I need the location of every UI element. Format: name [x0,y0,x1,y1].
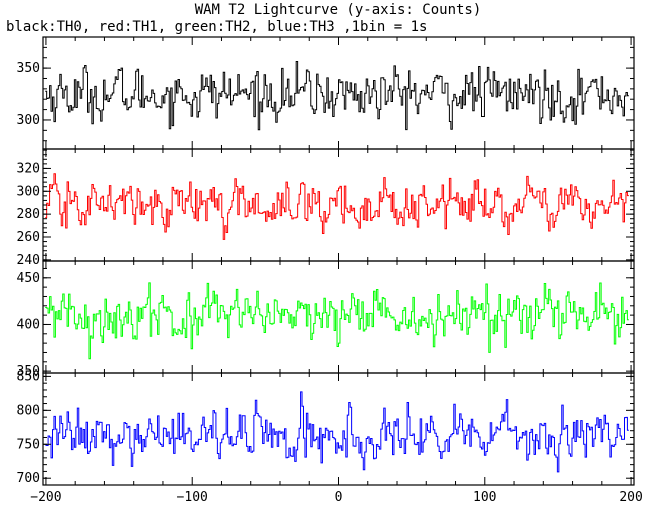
chart-title: WAM T2 Lightcurve (y-axis: Counts) [195,2,482,18]
panel-frame-th1 [42,148,635,262]
series-line-th3 [45,391,629,473]
y-tick-label: 350 [17,61,40,76]
chart-subtitle: black:TH0, red:TH1, green:TH2, blue:TH3 … [6,19,427,35]
x-tick-label: −200 [30,490,61,505]
panel-th1: 240 260 280 300 320 [17,148,635,268]
x-tick-label: 200 [619,490,642,505]
y-tick-label: 280 [17,207,40,222]
y-tick-label: 700 [17,471,40,486]
y-tick-label: 300 [17,113,40,128]
x-tick-label: −100 [177,490,208,505]
y-tick-label: 400 [17,317,40,332]
y-tick-label: 750 [17,437,40,452]
y-tick-label: 300 [17,184,40,199]
y-tick-label: 320 [17,161,40,176]
y-tick-label: 350 [17,364,40,379]
y-tick-label: 260 [17,230,40,245]
panel-th2: 350 400 450 [17,260,635,379]
x-tick-label: 100 [473,490,496,505]
y-tick-label: 240 [17,253,40,268]
y-tick-label: 800 [17,403,40,418]
y-tick-label: 450 [17,271,40,286]
x-tick-label: 0 [335,490,343,505]
panels-group: 300 350 240 260 280 300 320 350 400 450 700 750 800 8… [17,36,643,505]
series-line-th0 [45,60,629,131]
series-line-th2 [45,282,629,360]
panel-th3: 700 750 800 850 −200 −100 0 100 200 [17,369,643,505]
y-tick-label: 850 [17,369,40,384]
panel-th0: 300 350 [17,36,635,150]
series-line-th1 [45,173,629,240]
